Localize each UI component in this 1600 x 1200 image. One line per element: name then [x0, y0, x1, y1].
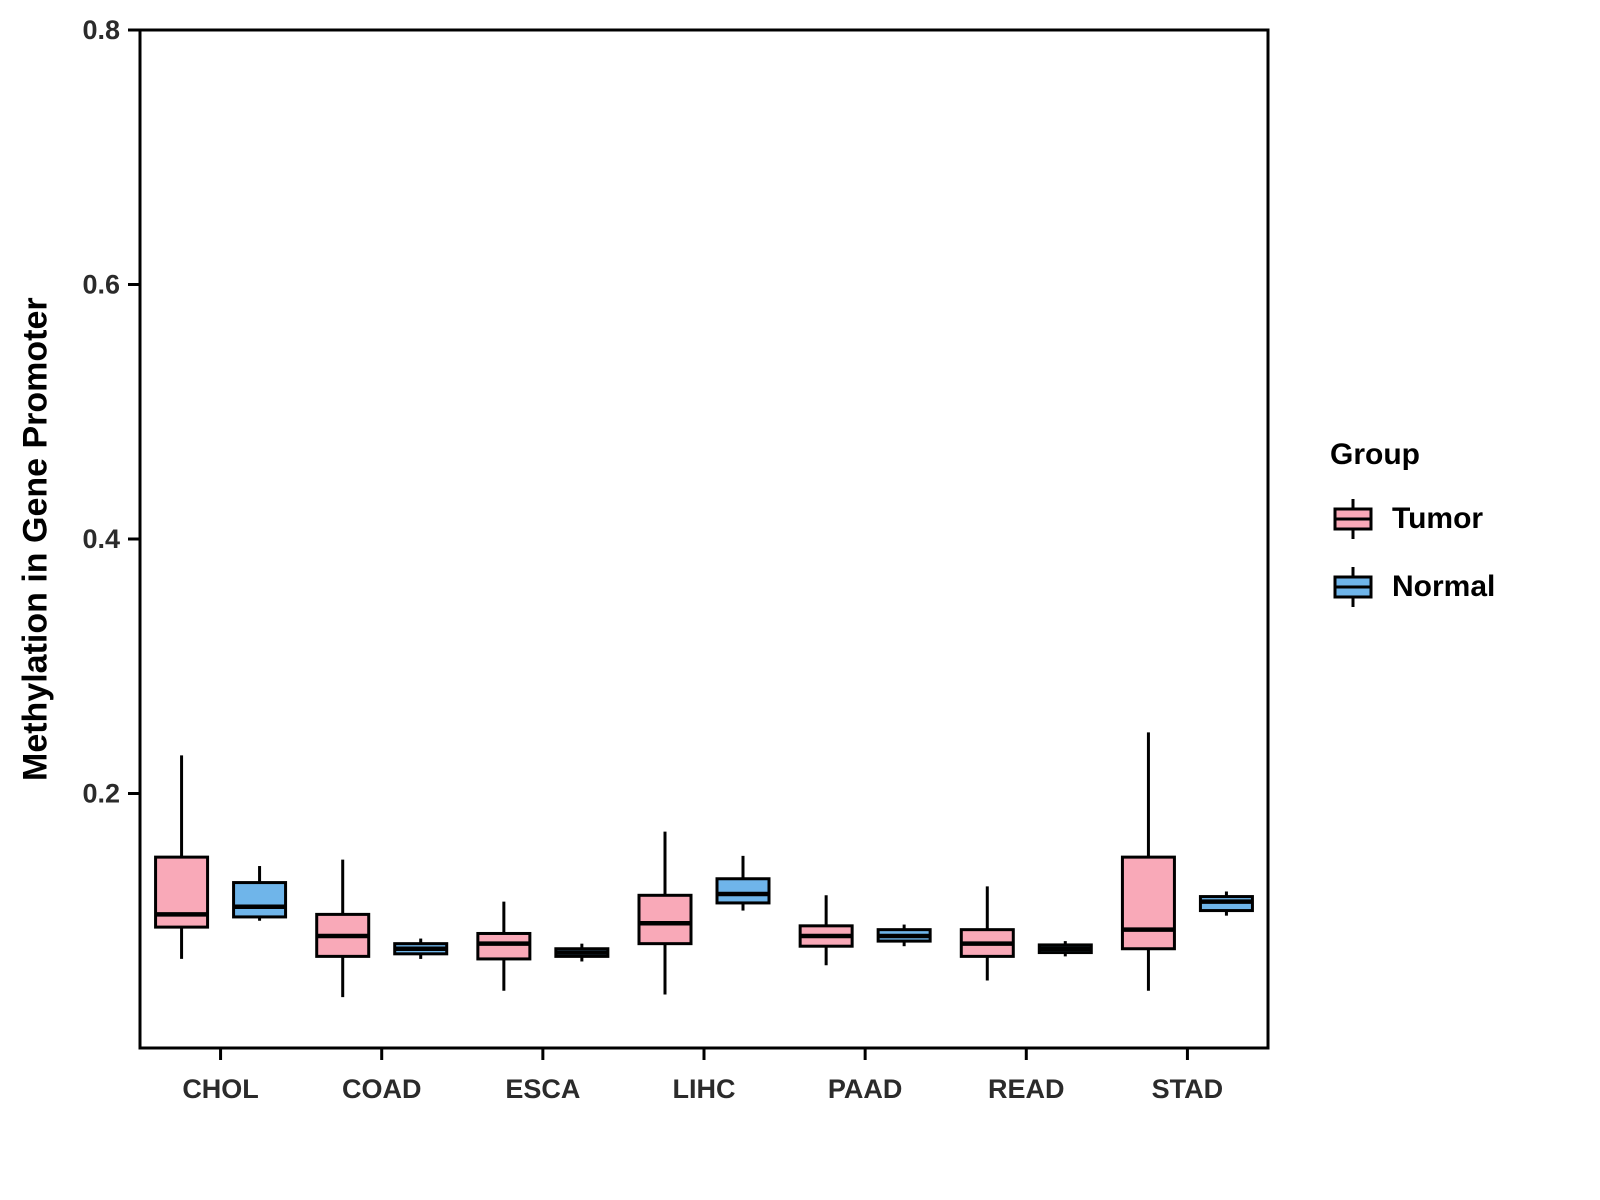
x-tick-label: COAD: [342, 1074, 422, 1104]
legend-key-tumor-icon: [1333, 499, 1373, 539]
x-tick-label: CHOL: [182, 1074, 259, 1104]
x-tick-label: ESCA: [505, 1074, 580, 1104]
x-tick-label: STAD: [1152, 1074, 1224, 1104]
legend-item-normal: Normal: [1330, 564, 1580, 610]
panel-border: [138, 28, 1270, 1050]
legend-key-normal-icon: [1333, 567, 1373, 607]
y-tick-label: 0.6: [82, 270, 120, 300]
y-tick-label: 0.2: [82, 779, 120, 809]
x-tick-label: PAAD: [828, 1074, 903, 1104]
legend-title: Group: [1330, 438, 1420, 471]
box-tumor-ESCA: [476, 931, 532, 961]
box-tumor-STAD: [1120, 855, 1176, 951]
x-tick-label: READ: [988, 1074, 1065, 1104]
box-normal-CHOL: [232, 881, 288, 919]
x-tick-label: LIHC: [673, 1074, 736, 1104]
y-tick-label: 0.4: [82, 524, 120, 554]
legend-label-tumor: Tumor: [1392, 502, 1484, 535]
legend: Group Tumor Normal: [1330, 438, 1580, 610]
legend-label-normal: Normal: [1392, 570, 1496, 603]
box-normal-LIHC: [715, 877, 771, 905]
legend-item-tumor: Tumor: [1330, 496, 1580, 542]
y-tick-label: 0.8: [82, 15, 120, 45]
box-tumor-LIHC: [637, 893, 693, 946]
